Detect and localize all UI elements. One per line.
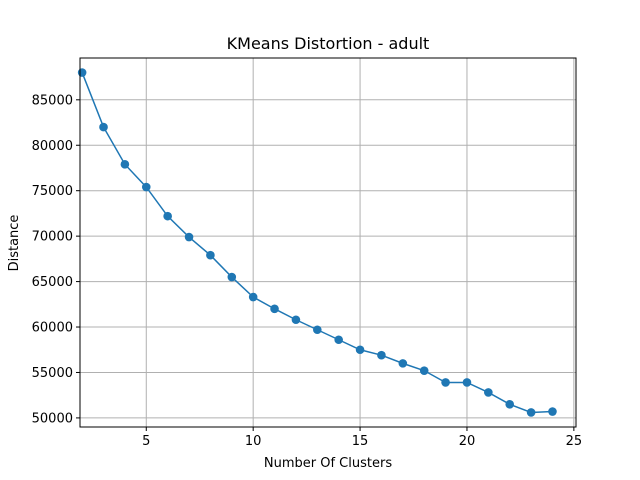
data-point-marker — [77, 68, 87, 77]
x-axis-ticks: 5 10 15 20 25 — [142, 427, 582, 449]
data-point-marker — [313, 325, 322, 335]
y-axis-ticks: 50000 55000 60000 65000 70000 75000 80000 85000 — [32, 93, 80, 426]
data-point-marker — [462, 378, 472, 387]
data-point-marker — [505, 399, 515, 409]
grid-lines — [80, 58, 576, 427]
data-point-marker — [334, 335, 343, 345]
chart-title: KMeans Distortion - adult — [227, 34, 430, 53]
data-point-marker — [441, 378, 450, 387]
data-point-marker — [141, 182, 151, 192]
data-point-marker — [248, 292, 258, 302]
data-point-marker — [270, 304, 279, 314]
y-tick-label: 80000 — [32, 139, 73, 154]
x-tick-label: 10 — [245, 434, 262, 449]
axes-frame — [79, 57, 577, 428]
data-point-marker — [291, 315, 301, 325]
y-tick-label: 55000 — [32, 366, 73, 381]
y-tick-label: 50000 — [32, 411, 73, 426]
data-point-marker — [184, 232, 194, 242]
x-tick-label: 5 — [142, 434, 150, 449]
x-tick-label: 25 — [566, 434, 583, 449]
y-tick-label: 60000 — [32, 321, 73, 336]
data-point-marker — [419, 366, 429, 375]
data-point-marker — [163, 211, 172, 221]
y-axis-label: Distance — [7, 215, 22, 272]
x-axis-label: Number Of Clusters — [264, 456, 392, 471]
y-tick-label: 65000 — [32, 275, 73, 290]
data-point-marker — [526, 408, 536, 417]
data-point-marker — [355, 345, 365, 355]
data-point-marker — [206, 250, 215, 260]
data-point-marker — [120, 160, 130, 169]
data-point-marker — [484, 388, 493, 397]
series-layer — [77, 68, 557, 417]
x-tick-label: 15 — [352, 434, 369, 449]
series-line — [81, 72, 553, 414]
data-point-marker — [548, 407, 557, 416]
y-tick-label: 85000 — [32, 93, 73, 108]
data-point-marker — [99, 122, 108, 132]
data-point-marker — [398, 359, 408, 368]
y-tick-label: 70000 — [32, 230, 73, 245]
data-point-marker — [377, 350, 386, 360]
x-tick-label: 20 — [459, 434, 476, 449]
y-tick-label: 75000 — [32, 184, 73, 199]
data-point-marker — [227, 272, 237, 282]
